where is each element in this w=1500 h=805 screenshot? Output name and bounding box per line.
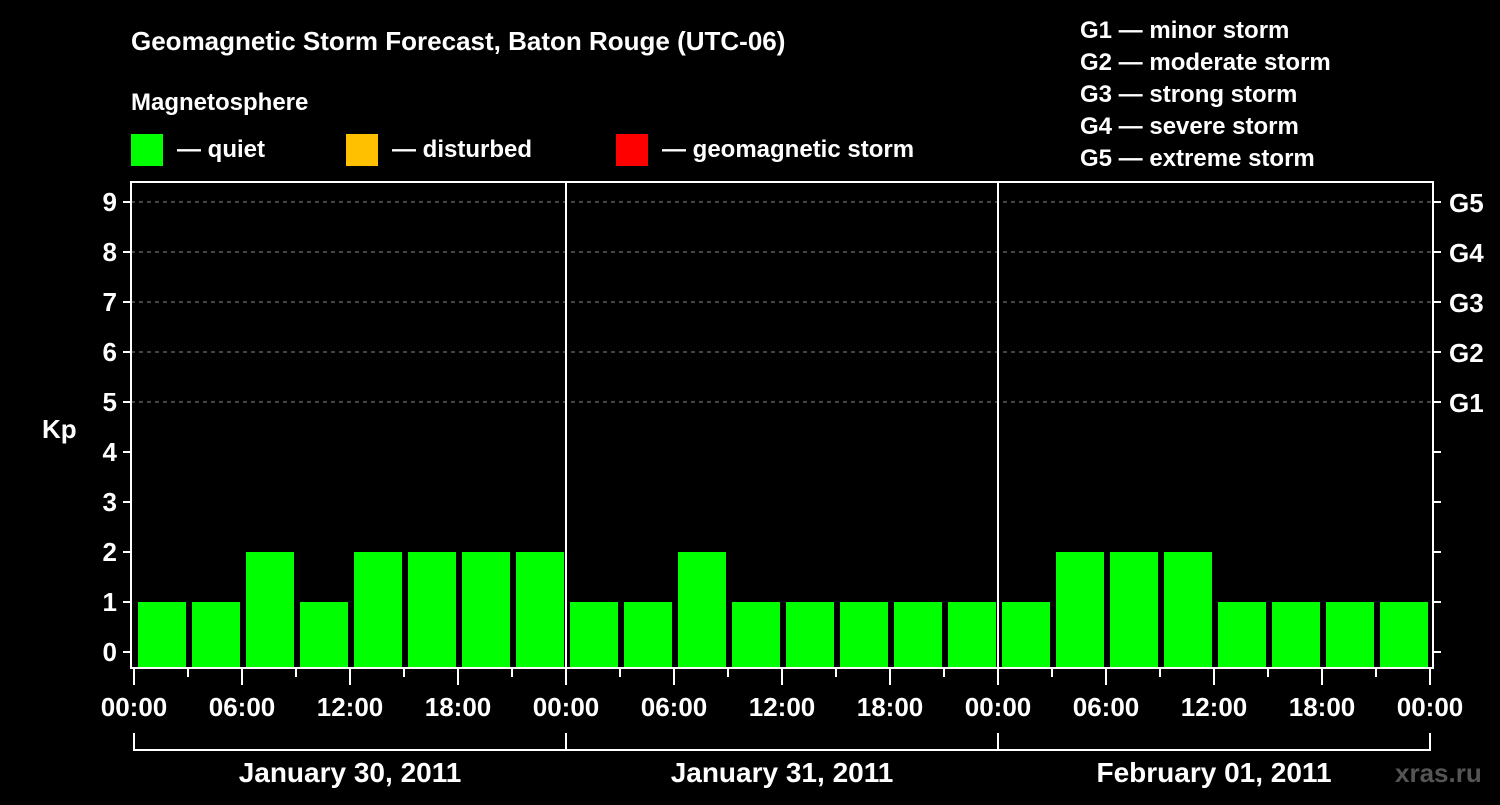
x-tick-label: 00:00 [1397, 692, 1464, 722]
plot-frame [130, 181, 1434, 669]
y-tick-label: 1 [103, 587, 117, 617]
y-tick-label: 5 [103, 387, 117, 417]
legend-swatch [616, 134, 648, 166]
x-tick-label: 00:00 [533, 692, 600, 722]
x-tick-label: 18:00 [1289, 692, 1356, 722]
kp-bar [1164, 552, 1212, 667]
x-tick-label: 18:00 [425, 692, 492, 722]
chart-title: Geomagnetic Storm Forecast, Baton Rouge … [131, 26, 785, 56]
storm-scale-item: G2 — moderate storm [1080, 49, 1331, 76]
storm-level-label: G5 [1449, 188, 1484, 218]
kp-bar [246, 552, 294, 667]
plot-area: 0 1 2 3 4 5 6 7 8 9 G1 G2 G3 G4 G5 00:00 06:00 12:00 18:00… [101, 181, 1484, 788]
day-bracket [565, 733, 999, 751]
kp-bar [1110, 552, 1158, 667]
kp-bar [732, 602, 780, 667]
legend-swatch [346, 134, 378, 166]
day-label: January 31, 2011 [671, 757, 894, 788]
x-tick-label: 06:00 [641, 692, 708, 722]
y-tick-label: 8 [103, 237, 117, 267]
y-tick-label: 0 [103, 637, 117, 667]
kp-bar [894, 602, 942, 667]
day-label: January 30, 2011 [239, 757, 462, 788]
day-label: February 01, 2011 [1096, 757, 1331, 788]
kp-bar [462, 552, 510, 667]
storm-level-label: G4 [1449, 238, 1484, 268]
kp-bar [1272, 602, 1320, 667]
storm-scale-item: G3 — strong storm [1080, 81, 1297, 108]
kp-bar [138, 602, 186, 667]
y-tick-label: 7 [103, 287, 117, 317]
legend-label: — disturbed [392, 136, 532, 163]
x-tick-label: 18:00 [857, 692, 924, 722]
kp-bar [786, 602, 834, 667]
storm-scale-item: G1 — minor storm [1080, 17, 1289, 44]
kp-bar [408, 552, 456, 667]
y-tick-label: 9 [103, 187, 117, 217]
legend-swatch [131, 134, 163, 166]
kp-bar [624, 602, 672, 667]
storm-scale-item: G4 — severe storm [1080, 113, 1299, 140]
kp-bar [840, 602, 888, 667]
x-tick-label: 06:00 [1073, 692, 1140, 722]
legend-label: — quiet [177, 136, 265, 163]
day-bracket [997, 733, 1431, 751]
storm-scale-item: G5 — extreme storm [1080, 145, 1315, 172]
kp-bar [516, 552, 564, 667]
storm-level-label: G1 [1449, 388, 1484, 418]
kp-bar [354, 552, 402, 667]
y-axis-label: Kp [42, 414, 77, 444]
y-tick-label: 3 [103, 487, 117, 517]
kp-bar [1002, 602, 1050, 667]
kp-bar [570, 602, 618, 667]
storm-level-label: G2 [1449, 338, 1484, 368]
kp-bar [192, 602, 240, 667]
kp-bar [1056, 552, 1104, 667]
x-tick-label: 12:00 [317, 692, 384, 722]
legend-label: — geomagnetic storm [662, 136, 914, 163]
x-tick-label: 00:00 [965, 692, 1032, 722]
kp-bar [1218, 602, 1266, 667]
day-bracket [133, 733, 567, 751]
kp-bar [948, 602, 996, 667]
kp-bar [1380, 602, 1428, 667]
x-tick-label: 12:00 [749, 692, 816, 722]
storm-scale-legend: G1 — minor storm G2 — moderate storm G3 — … [1080, 17, 1331, 172]
x-tick-label: 06:00 [209, 692, 276, 722]
kp-bar [1326, 602, 1374, 667]
legend: — quiet — disturbed — geomagnetic storm [131, 134, 914, 166]
watermark: xras.ru [1395, 758, 1482, 788]
y-tick-label: 2 [103, 537, 117, 567]
kp-bar [300, 602, 348, 667]
x-tick-label: 00:00 [101, 692, 168, 722]
y-tick-label: 6 [103, 337, 117, 367]
y-tick-label: 4 [103, 437, 118, 467]
kp-bar [678, 552, 726, 667]
legend-title: Magnetosphere [131, 89, 308, 116]
storm-level-label: G3 [1449, 288, 1484, 318]
x-tick-label: 12:00 [1181, 692, 1248, 722]
